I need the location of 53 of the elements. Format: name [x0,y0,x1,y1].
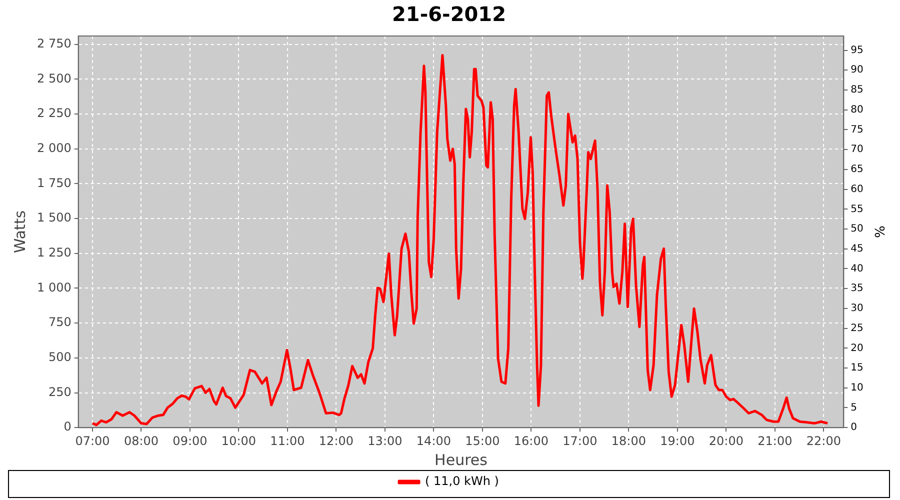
y2-tick-label: 75 [850,124,864,136]
x-tick-label: 21:00 [758,434,792,448]
y2-tick-label: 35 [850,283,864,294]
y-axis-title: Watts [10,210,29,254]
x-tick-label: 10:00 [221,434,256,448]
y2-tick-label: 40 [850,263,864,274]
y2-tick-label: 85 [850,84,864,96]
y2-tick-label: 45 [850,243,864,254]
y2-tick-label: 70 [850,144,864,156]
x-tick-label: 18:00 [611,434,646,448]
y2-tick-label: 95 [850,44,864,56]
x-tick-label: 14:00 [416,434,452,448]
y2-tick-label: 60 [850,184,864,195]
y-tick-label: 2 500 [36,71,72,86]
y-tick-label: 0 [64,420,72,434]
y2-tick-label: 90 [850,64,864,76]
x-tick-label: 17:00 [562,434,598,448]
y2-tick-label: 65 [850,164,864,176]
x-axis-title: Heures [434,450,488,469]
x-tick-label: 20:00 [708,434,744,448]
y-tick-label: 2 000 [36,141,72,156]
y-tick-label: 1 250 [36,246,72,260]
y2-tick-label: 25 [850,322,864,334]
x-tick-label: 15:00 [465,434,500,448]
y-tick-label: 1 500 [36,210,72,225]
y2-tick-label: 50 [850,224,864,235]
y-tick-label: 2 250 [36,106,72,120]
y-tick-label: 500 [48,350,72,364]
x-tick-label: 16:00 [514,434,549,448]
y-tick-label: 2 750 [36,36,72,50]
chart-title: 21-6-2012 [392,2,506,26]
y-tick-label: 250 [48,384,72,399]
legend-label: ( 11,0 kWh ) [425,474,499,488]
x-tick-label: 12:00 [318,434,354,448]
x-tick-label: 11:00 [270,434,305,448]
x-tick-label: 09:00 [172,434,208,448]
y2-tick-label: 0 [850,422,858,434]
y2-tick-label: 10 [850,382,864,394]
y2-tick-label: 80 [850,104,864,116]
y-tick-label: 1 000 [36,280,72,294]
y2-axis-title: % [870,226,886,238]
x-tick-label: 19:00 [660,434,695,448]
y2-tick-label: 30 [850,303,864,314]
x-tick-label: 13:00 [368,434,402,448]
x-tick-label: 08:00 [124,434,159,448]
y-tick-label: 1 750 [36,176,72,190]
y-tick-label: 750 [48,315,72,330]
x-tick-label: 07:00 [75,434,110,448]
y2-tick-label: 20 [850,342,864,354]
y2-tick-label: 55 [850,204,864,215]
y2-tick-label: 15 [850,362,864,374]
y2-tick-label: 5 [850,402,858,414]
x-tick-label: 22:00 [806,434,841,448]
